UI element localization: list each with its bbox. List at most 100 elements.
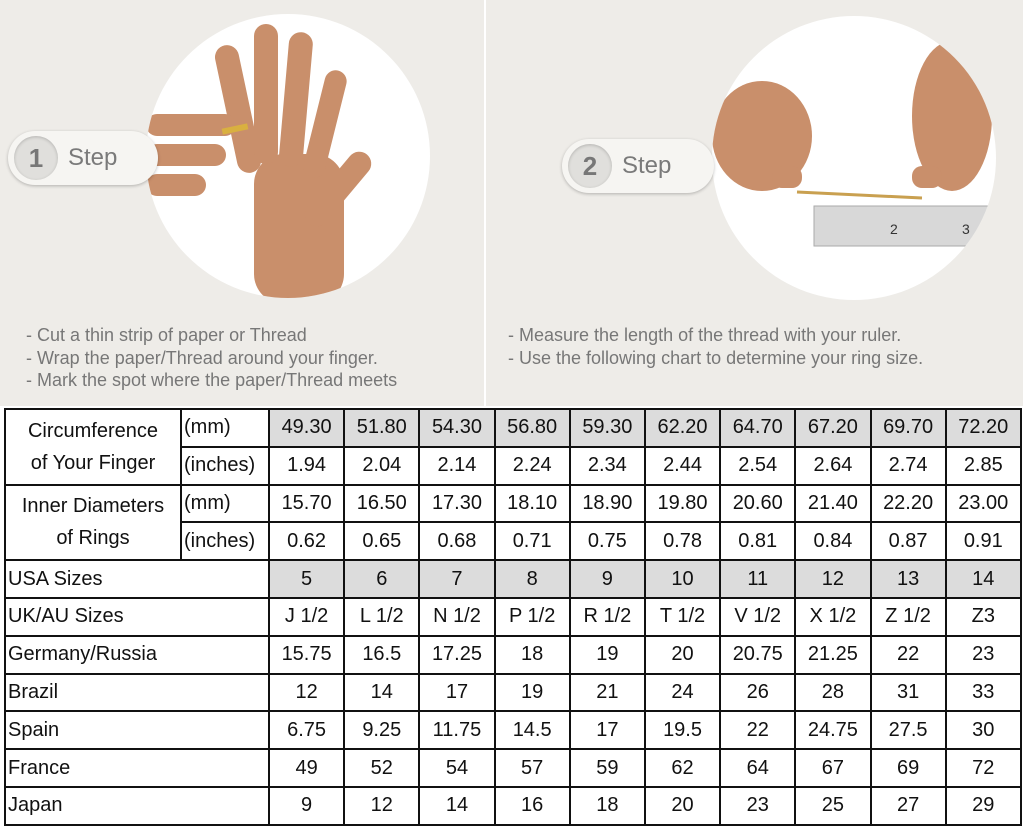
value-cell: 2.24	[493, 445, 571, 486]
instructions-panel: 1 Step - Cut a thin strip of paper or Th…	[0, 0, 1023, 406]
row-label: Germany/Russia	[4, 634, 270, 675]
value-cell: 59.30	[568, 408, 646, 448]
row-label: France	[4, 748, 270, 788]
value-cell: 23	[719, 785, 797, 826]
value-cell: 16	[493, 785, 571, 826]
value-cell: 69	[869, 748, 947, 788]
value-cell: 67	[794, 748, 872, 788]
hand-photo	[146, 14, 430, 298]
value-cell: 0.78	[643, 521, 722, 562]
table-row: Inner Diameters of Rings (mm) 15.70 16.50 17.…	[4, 483, 1022, 562]
value-cell: 22	[719, 710, 797, 751]
step-number: 2	[568, 144, 612, 188]
row-label: Japan	[4, 785, 270, 826]
value-cell: 56.80	[493, 408, 571, 448]
value-cell: Z 1/2	[869, 596, 947, 637]
value-cell: 24.75	[794, 710, 872, 751]
value-cell: 24	[643, 672, 722, 713]
value-cell: 28	[794, 672, 872, 713]
value-cell: 17.25	[418, 634, 496, 675]
value-cell: 13	[869, 559, 947, 599]
step-2-notes: - Measure the length of the thread with …	[508, 324, 923, 369]
table-row: Japan 9 12 14 16 18 20 23 25 27 29	[4, 785, 1022, 826]
table-row: UK/AU Sizes J 1/2 L 1/2 N 1/2 P 1/2 R 1/2 T 1/…	[4, 596, 1022, 637]
value-cell: 26	[719, 672, 797, 713]
table-row: Brazil 12 14 17 19 21 24 26 28 31 33	[4, 672, 1022, 713]
value-cell: 2.04	[343, 445, 421, 486]
note: - Mark the spot where the paper/Thread m…	[26, 370, 398, 390]
value-cell: 23.00	[944, 483, 1022, 524]
table-row: Spain 6.75 9.25 11.75 14.5 17 19.5 22 24.75 27.5 3…	[4, 710, 1022, 751]
value-cell: 17.30	[418, 483, 496, 524]
value-cell: 67.20	[794, 408, 872, 448]
value-cell: L 1/2	[343, 596, 421, 637]
value-cell: 20	[643, 634, 722, 675]
value-cell: 12	[794, 559, 872, 599]
value-cell: 22	[869, 634, 947, 675]
svg-text:2: 2	[890, 221, 898, 237]
step-number: 1	[14, 136, 58, 180]
table-row: Germany/Russia 15.75 16.5 17.25 18 19 20 20.75 2…	[4, 634, 1022, 675]
value-cell: 7	[418, 559, 496, 599]
row-label: Spain	[4, 710, 270, 751]
value-cell: 52	[343, 748, 421, 788]
value-cell: 15.75	[267, 634, 346, 675]
value-cell: 19.5	[643, 710, 722, 751]
value-cell: 18	[493, 634, 571, 675]
value-cell: 0.87	[869, 521, 947, 562]
value-cell: 51.80	[343, 408, 421, 448]
value-cell: 12	[343, 785, 421, 826]
value-cell: 0.62	[267, 521, 346, 562]
value-cell: 19	[493, 672, 571, 713]
value-cell: 2.74	[869, 445, 947, 486]
unit-cell: (inches)	[180, 521, 270, 562]
value-cell: 21.25	[794, 634, 872, 675]
value-cell: 64	[719, 748, 797, 788]
value-cell: 12	[267, 672, 346, 713]
value-cell: 18	[568, 785, 646, 826]
value-cell: P 1/2	[493, 596, 571, 637]
table-row: USA Sizes 5 6 7 8 9 10 11 12 13 14	[4, 559, 1022, 599]
value-cell: 20.75	[719, 634, 797, 675]
value-cell: 10	[643, 559, 722, 599]
value-cell: 30	[944, 710, 1022, 751]
value-cell: 15.70	[267, 483, 346, 524]
value-cell: 62.20	[643, 408, 722, 448]
svg-text:3: 3	[962, 221, 970, 237]
value-cell: 25	[794, 785, 872, 826]
value-cell: 54	[418, 748, 496, 788]
value-cell: 16.5	[343, 634, 421, 675]
divider	[484, 0, 486, 406]
row-group-label: Inner Diameters of Rings	[4, 483, 182, 562]
row-label: UK/AU Sizes	[4, 596, 270, 637]
note: - Measure the length of the thread with …	[508, 325, 902, 345]
value-cell: T 1/2	[643, 596, 722, 637]
value-cell: 49.30	[267, 408, 346, 448]
value-cell: 16.50	[343, 483, 421, 524]
value-cell: 54.30	[418, 408, 496, 448]
label-line: of Rings	[56, 527, 130, 550]
value-cell: 0.65	[343, 521, 421, 562]
value-cell: 57	[493, 748, 571, 788]
value-cell: 69.70	[869, 408, 947, 448]
value-cell: 17	[568, 710, 646, 751]
value-cell: 72.20	[944, 408, 1022, 448]
value-cell: 14	[944, 559, 1022, 599]
value-cell: 19.80	[643, 483, 722, 524]
value-cell: 0.91	[944, 521, 1022, 562]
row-label: Brazil	[4, 672, 270, 713]
note: - Cut a thin strip of paper or Thread	[26, 325, 307, 345]
value-cell: 14	[343, 672, 421, 713]
value-cell: 9.25	[343, 710, 421, 751]
label-line: Inner Diameters	[21, 495, 165, 518]
value-cell: X 1/2	[794, 596, 872, 637]
value-cell: 22.20	[869, 483, 947, 524]
value-cell: 49	[267, 748, 346, 788]
value-cell: 18.90	[568, 483, 646, 524]
value-cell: 72	[944, 748, 1022, 788]
value-cell: 14.5	[493, 710, 571, 751]
unit-cell: (mm)	[180, 483, 270, 524]
value-cell: 9	[267, 785, 346, 826]
step-label: Step	[68, 144, 118, 171]
value-cell: 2.85	[944, 445, 1022, 486]
